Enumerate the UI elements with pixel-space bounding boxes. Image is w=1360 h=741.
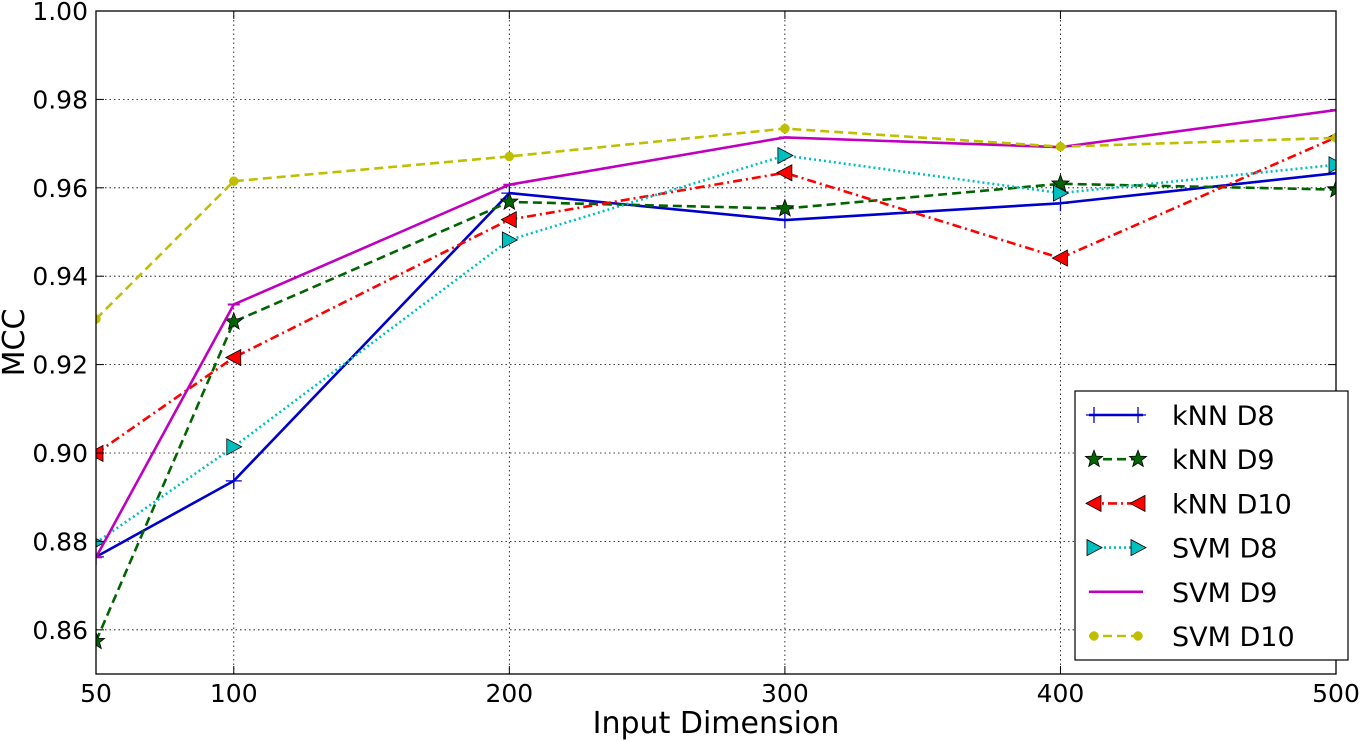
legend-marker — [1133, 631, 1143, 641]
series-markers — [96, 146, 1336, 548]
legend: kNN D8 kNN D9 kNN D10 SVM D8 SVM D9 SVM D10 — [1074, 390, 1349, 661]
legend-marker — [1128, 449, 1148, 468]
x-tick-label: 500 — [1312, 679, 1360, 708]
legend-marker — [1085, 494, 1102, 513]
data-point — [777, 146, 794, 165]
y-tick-label: 0.94 — [32, 262, 88, 291]
series-svm-d8 — [96, 146, 1336, 548]
data-point — [1055, 141, 1066, 152]
data-point — [776, 212, 793, 229]
series-line — [96, 127, 1336, 320]
data-point — [775, 198, 795, 217]
legend-entry: kNN D9 — [1084, 445, 1275, 476]
series-line — [96, 108, 1336, 558]
legend-label: kNN D9 — [1172, 445, 1275, 476]
series-line — [96, 136, 1336, 455]
x-tick-label: 200 — [485, 679, 533, 708]
legend-marker — [1084, 449, 1104, 468]
legend-marker — [1130, 538, 1147, 557]
series-markers — [96, 123, 1336, 324]
data-point — [1328, 165, 1336, 182]
x-tick-label: 300 — [761, 679, 809, 708]
y-tick-label: 1.00 — [32, 0, 88, 26]
legend-entry: SVM D10 — [1089, 622, 1295, 653]
data-point — [780, 123, 790, 134]
legend-marker — [1086, 407, 1102, 423]
legend-marker — [1086, 538, 1103, 557]
plot-series — [96, 108, 1336, 650]
data-point — [229, 176, 239, 186]
x-tick-label: 400 — [1037, 679, 1085, 708]
data-point — [96, 631, 106, 650]
legend-marker — [1129, 494, 1146, 513]
y-tick-label: 0.92 — [32, 351, 88, 380]
data-point — [225, 472, 242, 489]
data-point — [501, 231, 519, 249]
series-line — [96, 182, 1336, 642]
legend-marker — [1089, 631, 1099, 641]
legend-marker — [1130, 407, 1146, 423]
data-point — [1053, 184, 1070, 202]
data-point — [776, 164, 793, 182]
x-axis-label: Input Dimension — [593, 706, 840, 741]
series-line — [96, 154, 1336, 544]
data-point — [1052, 195, 1069, 212]
y-tick-label: 0.96 — [32, 174, 88, 203]
y-tick-label: 0.90 — [32, 439, 88, 468]
data-point — [1050, 173, 1071, 193]
legend-label: SVM D8 — [1172, 534, 1277, 565]
legend-box — [1074, 390, 1349, 661]
legend-label: SVM D10 — [1172, 622, 1295, 653]
y-tick-label: 0.98 — [32, 85, 88, 114]
legend-label: SVM D9 — [1172, 578, 1277, 609]
legend-entry: kNN D10 — [1085, 489, 1292, 520]
data-point — [1051, 249, 1068, 267]
y-axis-label: MCC — [0, 309, 32, 377]
data-point — [96, 314, 101, 324]
series-svm-d10 — [96, 123, 1336, 324]
legend-label: kNN D8 — [1172, 401, 1275, 432]
data-point — [1326, 179, 1336, 198]
data-point — [500, 210, 517, 229]
x-tick-label: 100 — [210, 679, 258, 708]
data-point — [1331, 133, 1336, 143]
data-point — [499, 191, 519, 211]
legend-label: kNN D10 — [1172, 489, 1292, 520]
y-tick-label: 0.88 — [32, 527, 88, 556]
legend-entry: SVM D9 — [1089, 578, 1277, 609]
data-point — [224, 348, 242, 367]
axis-ticks: 50 100 200 300 400 500 0.86 0.88 0.90 0.92 0.94 0.9… — [32, 0, 1360, 708]
plot-frame — [95, 10, 1337, 675]
legend-entry: kNN D8 — [1086, 401, 1275, 432]
data-point — [1328, 156, 1336, 174]
data-point — [226, 438, 243, 456]
y-tick-label: 0.86 — [32, 616, 88, 645]
series-line — [96, 171, 1336, 559]
legend-entry: SVM D8 — [1086, 534, 1277, 565]
data-point — [504, 151, 515, 162]
x-tick-label: 50 — [80, 679, 112, 708]
